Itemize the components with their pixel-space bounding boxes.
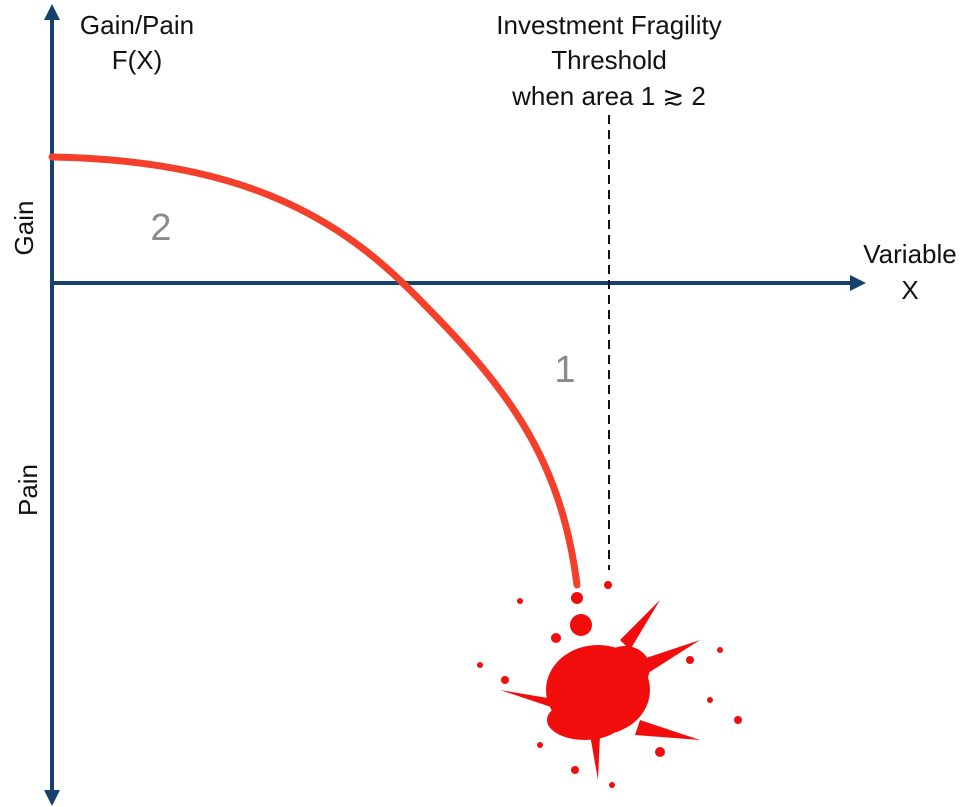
x-axis-label: Variable: [863, 239, 956, 269]
payoff-curve: [48, 153, 581, 589]
threshold-label: Investment Fragility: [496, 10, 721, 40]
pain-label: Pain: [13, 464, 43, 516]
gain-label: Gain: [9, 201, 39, 256]
region-label: 1: [554, 349, 575, 391]
y-axis-label: F(X): [112, 45, 163, 75]
region-label: 2: [150, 207, 171, 249]
threshold-label: when area 1 ≳ 2: [511, 81, 706, 111]
y-axis-label: Gain/Pain: [80, 10, 194, 40]
splat: [477, 581, 742, 788]
threshold-label: Threshold: [551, 45, 667, 75]
x-axis-label: X: [901, 275, 918, 305]
